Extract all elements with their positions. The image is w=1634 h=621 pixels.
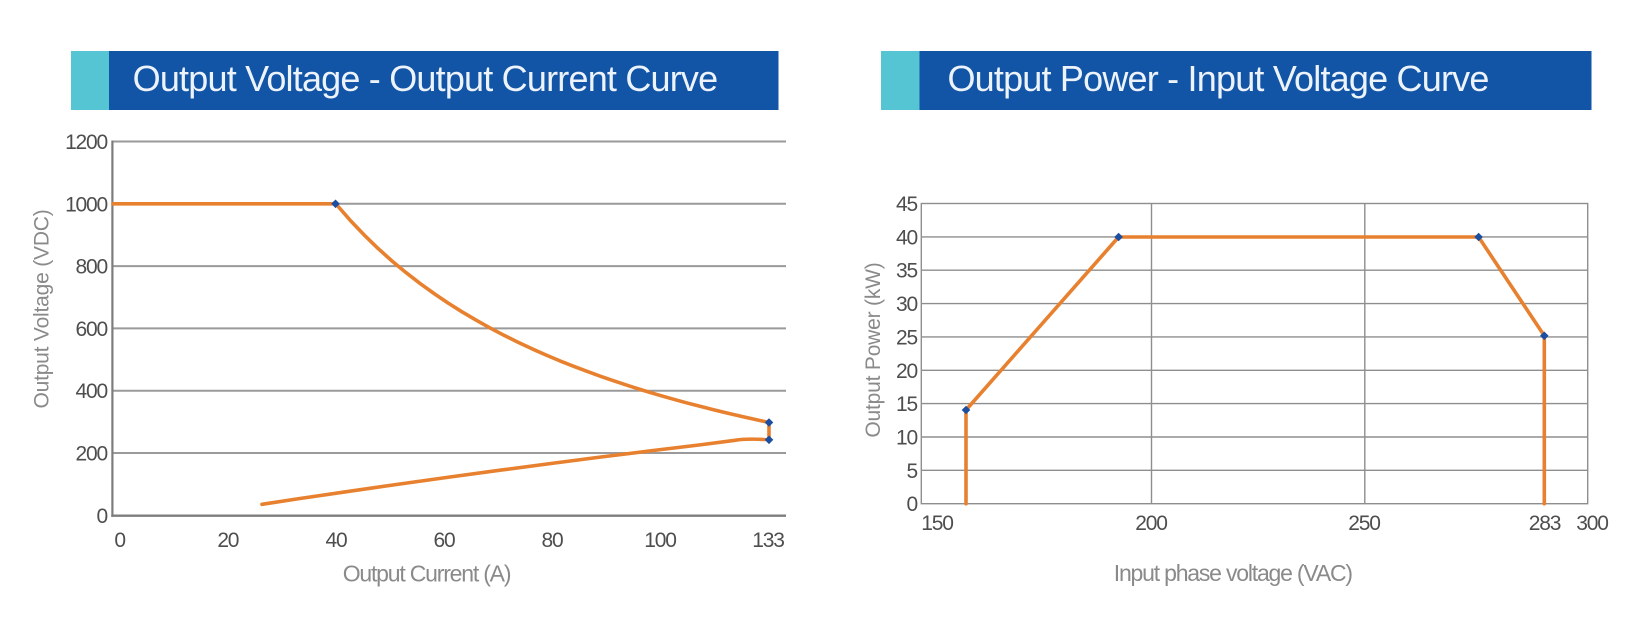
svg-text:800: 800 xyxy=(76,256,108,279)
svg-text:25: 25 xyxy=(896,326,917,349)
svg-text:35: 35 xyxy=(896,260,917,283)
svg-text:Output Power (kW): Output Power (kW) xyxy=(862,262,885,437)
svg-text:40: 40 xyxy=(896,226,917,249)
svg-text:600: 600 xyxy=(76,318,108,341)
svg-text:15: 15 xyxy=(896,393,917,416)
svg-text:60: 60 xyxy=(434,529,455,552)
svg-text:45: 45 xyxy=(896,193,917,216)
svg-text:40: 40 xyxy=(326,529,347,552)
svg-text:80: 80 xyxy=(542,529,563,552)
svg-text:283: 283 xyxy=(1529,512,1561,535)
svg-text:Output Power - Input Voltage C: Output Power - Input Voltage Curve xyxy=(947,58,1488,99)
svg-text:Output Voltage - Output Curren: Output Voltage - Output Current Curve xyxy=(133,58,718,99)
svg-text:0: 0 xyxy=(907,493,918,516)
svg-text:400: 400 xyxy=(76,380,108,403)
svg-text:300: 300 xyxy=(1576,512,1608,535)
svg-text:1000: 1000 xyxy=(65,193,107,216)
svg-text:133: 133 xyxy=(752,529,784,552)
svg-text:20: 20 xyxy=(217,529,238,552)
svg-text:Output Current (A): Output Current (A) xyxy=(343,561,511,587)
svg-text:20: 20 xyxy=(896,360,917,383)
svg-text:Output Voltage (VDC): Output Voltage (VDC) xyxy=(31,209,54,408)
svg-text:100: 100 xyxy=(644,529,676,552)
svg-text:250: 250 xyxy=(1348,512,1380,535)
svg-text:200: 200 xyxy=(76,443,108,466)
svg-text:0: 0 xyxy=(97,505,108,528)
svg-text:Input phase voltage (VAC): Input phase voltage (VAC) xyxy=(1114,560,1353,586)
svg-text:150: 150 xyxy=(921,512,953,535)
svg-text:5: 5 xyxy=(907,460,918,483)
svg-text:200: 200 xyxy=(1135,512,1167,535)
svg-text:30: 30 xyxy=(896,293,917,316)
svg-text:1200: 1200 xyxy=(65,131,107,154)
svg-text:0: 0 xyxy=(114,529,125,552)
svg-text:10: 10 xyxy=(896,427,917,450)
